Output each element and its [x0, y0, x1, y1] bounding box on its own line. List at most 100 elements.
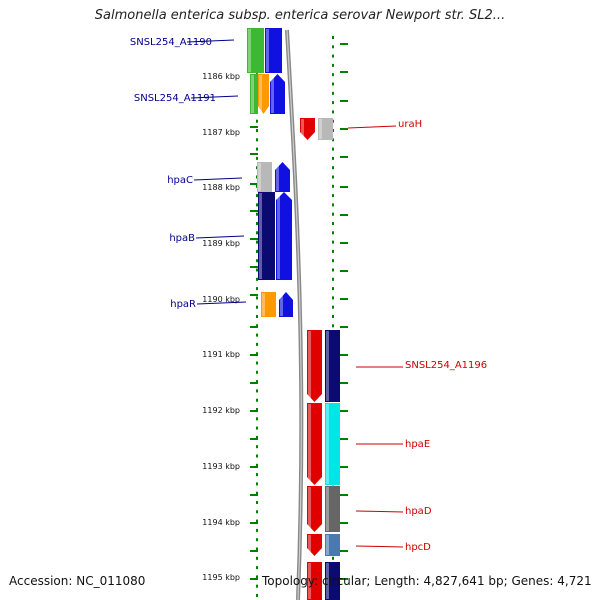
- tick-dot: [332, 63, 334, 67]
- tick-dot: [256, 575, 258, 579]
- tick-dot: [256, 519, 258, 523]
- tick-dot: [332, 82, 334, 86]
- backbone-highlight: [286, 29, 302, 600]
- major-tick-right: [340, 522, 348, 524]
- major-tick-left: [250, 238, 258, 240]
- major-tick-left: [250, 466, 258, 468]
- gene-block-hpcd-red-shine: [308, 535, 311, 555]
- tick-dot: [256, 119, 258, 123]
- gene-block-bottom-navy: [325, 562, 340, 600]
- gene-leader-right: [355, 510, 404, 513]
- tick-dot: [256, 408, 258, 411]
- gene-block-blue-hpac: [275, 162, 290, 192]
- major-tick-right: [340, 438, 348, 440]
- tick-dot: [256, 315, 258, 318]
- tick-dot: [256, 370, 258, 374]
- major-tick-right: [340, 128, 348, 130]
- tick-dot: [256, 426, 258, 430]
- gene-block-urah-grey: [318, 118, 333, 140]
- major-tick-right: [340, 186, 348, 188]
- tick-dot: [332, 194, 334, 198]
- tick-dot: [332, 91, 334, 95]
- tick-dot: [256, 361, 258, 365]
- gene-block-hpab-navy-shine: [259, 193, 262, 279]
- gene-block-hpar-orange: [261, 292, 276, 317]
- tick-dot: [256, 473, 258, 477]
- major-tick-left: [250, 294, 258, 296]
- gene-leader-right: [347, 125, 397, 129]
- major-tick-right: [340, 270, 348, 272]
- major-tick-left: [250, 522, 258, 524]
- tick-dot: [332, 556, 334, 560]
- tick-dot: [332, 277, 334, 281]
- tick-dot: [256, 445, 258, 449]
- gene-block-blue-shine: [266, 29, 269, 72]
- kbp-tick-label: 1189 kbp: [202, 239, 240, 248]
- tick-dot: [256, 287, 258, 291]
- tick-dot: [332, 101, 334, 105]
- tick-dot: [332, 166, 334, 170]
- major-tick-right: [340, 550, 348, 552]
- kbp-tick-label: 1194 kbp: [202, 518, 240, 527]
- tick-dot: [256, 566, 258, 570]
- tick-dot: [256, 454, 258, 458]
- major-tick-right: [340, 494, 348, 496]
- gene-label-right: SNSL254_A1196: [405, 360, 487, 371]
- major-tick-right: [340, 156, 348, 158]
- gene-block-hpae-red: [307, 403, 322, 485]
- tick-dot: [256, 547, 258, 551]
- tick-dot: [332, 36, 334, 39]
- gene-block-blue: [265, 28, 282, 73]
- tick-dot: [256, 435, 258, 439]
- major-tick-left: [250, 266, 258, 268]
- tick-dot: [332, 175, 334, 179]
- major-tick-right: [340, 410, 348, 412]
- major-tick-left: [250, 578, 258, 580]
- tick-dot: [256, 296, 258, 300]
- major-tick-right: [340, 43, 348, 45]
- gene-block-hpae-red-shine: [308, 404, 311, 484]
- gene-block-orange: [258, 74, 269, 114]
- gene-leader-left: [190, 95, 239, 99]
- tick-dot: [256, 231, 258, 235]
- major-tick-left: [250, 410, 258, 412]
- tick-dot: [256, 482, 258, 486]
- tick-dot: [332, 259, 334, 263]
- gene-block-grey: [257, 162, 272, 192]
- tick-dot: [256, 584, 258, 588]
- gene-block-hpar-blue-shine: [280, 293, 283, 316]
- gene-leader-left: [193, 177, 243, 181]
- gene-block-hpar-blue: [279, 292, 293, 317]
- tick-dot: [256, 501, 258, 504]
- major-tick-left: [250, 153, 258, 155]
- tick-dot: [256, 324, 258, 328]
- tick-dot: [256, 249, 258, 253]
- gene-leader-left: [196, 301, 247, 305]
- gene-label-right: hpaD: [405, 506, 432, 517]
- topology-text: Topology: circular; Length: 4,827,641 bp…: [262, 574, 592, 588]
- gene-block-hpab-navy: [258, 192, 275, 280]
- tick-dot: [256, 528, 258, 532]
- tick-dot: [332, 315, 334, 318]
- tick-dot: [256, 417, 258, 421]
- major-tick-left: [250, 494, 258, 496]
- tick-dot: [256, 156, 258, 160]
- gene-label-right: hpcD: [405, 542, 431, 553]
- gene-block-hpad-grey-shine: [326, 487, 329, 531]
- gene-label-left: SNSL254_A1191: [134, 93, 216, 104]
- major-tick-right: [340, 71, 348, 73]
- gene-block-hpab-blue: [276, 192, 292, 280]
- genome-title: Salmonella enterica subsp. enterica sero…: [94, 8, 506, 23]
- tick-dot: [332, 110, 334, 114]
- tick-dot: [256, 389, 258, 393]
- kbp-tick-label: 1195 kbp: [202, 573, 240, 582]
- gene-block-blue-hpac-shine: [276, 163, 279, 191]
- tick-dot: [256, 147, 258, 151]
- tick-dot: [256, 222, 258, 225]
- tick-dot: [256, 277, 258, 281]
- gene-label-left: hpaB: [169, 233, 195, 244]
- gene-label-left: hpaR: [170, 299, 196, 310]
- major-tick-right: [340, 382, 348, 384]
